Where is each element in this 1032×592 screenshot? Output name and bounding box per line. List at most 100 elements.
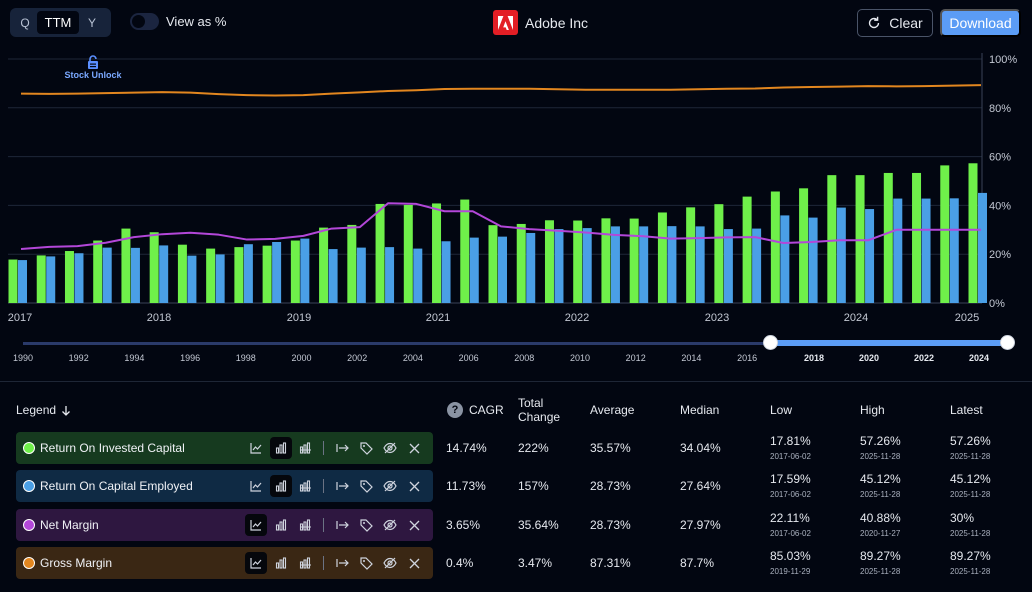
bar-return-on-capital-employed: [328, 249, 338, 303]
stacked-bar-icon[interactable]: [294, 437, 316, 459]
latest-value: 89.27%: [950, 549, 991, 563]
timeline-range-slider[interactable]: 1990 1992 1994 1996 1998 2000 2002 2004 2006 2008…: [0, 326, 1032, 382]
legend-chip[interactable]: Gross Margin: [16, 547, 433, 579]
close-icon[interactable]: [403, 514, 425, 536]
bar-return-on-invested-capital: [64, 251, 74, 303]
high-cell: 89.27% 2025-11-28: [860, 549, 901, 576]
chart-grid: [8, 53, 983, 304]
line-chart-icon[interactable]: [245, 514, 267, 536]
latest-value: 30%: [950, 511, 975, 525]
bar-return-on-invested-capital: [347, 224, 357, 303]
toolbar-divider: [323, 556, 324, 570]
low-value: 85.03%: [770, 549, 811, 563]
legend-chip[interactable]: Return On Capital Employed: [16, 470, 433, 502]
bar-return-on-invested-capital: [883, 172, 893, 303]
hide-icon[interactable]: [379, 437, 401, 459]
hide-icon[interactable]: [379, 514, 401, 536]
bar-return-on-capital-employed: [921, 198, 931, 303]
fit-width-icon[interactable]: [331, 514, 353, 536]
median-value: 34.04%: [680, 441, 721, 455]
x-tick-label: 2021: [426, 312, 450, 324]
series-name: Return On Invested Capital: [40, 441, 185, 455]
tag-icon[interactable]: [355, 514, 377, 536]
bar-return-on-invested-capital: [770, 191, 780, 303]
bar-return-on-capital-employed: [272, 242, 282, 303]
period-q-button[interactable]: Q: [20, 15, 30, 30]
high-cell: 45.12% 2025-11-28: [860, 472, 901, 499]
period-ttm-button[interactable]: TTM: [37, 11, 79, 34]
fit-width-icon[interactable]: [331, 552, 353, 574]
table-row: Net Margin 3.65% 35.64% 28.73% 27.97% 22.11% 2…: [0, 509, 1032, 541]
latest-date: 2025-11-28: [950, 452, 991, 461]
bar-return-on-capital-employed: [723, 229, 733, 303]
timeline-selected-range[interactable]: [771, 340, 1008, 346]
close-icon[interactable]: [403, 552, 425, 574]
timeline-start-handle[interactable]: [763, 335, 778, 350]
stacked-bar-icon[interactable]: [294, 552, 316, 574]
bar-return-on-invested-capital: [799, 188, 809, 303]
low-date: 2019-11-29: [770, 567, 811, 576]
low-cell: 17.59% 2017-06-02: [770, 472, 811, 499]
low-cell: 22.11% 2017-06-02: [770, 511, 811, 538]
series-name: Net Margin: [40, 518, 99, 532]
download-button[interactable]: Download: [940, 9, 1021, 37]
fit-width-icon[interactable]: [331, 475, 353, 497]
stacked-bar-icon[interactable]: [294, 475, 316, 497]
total-change-value: 3.47%: [518, 556, 553, 570]
line-chart-icon[interactable]: [245, 475, 267, 497]
bar-return-on-capital-employed: [102, 247, 112, 303]
bar-return-on-capital-employed: [74, 253, 84, 303]
bar-return-on-capital-employed: [780, 215, 790, 303]
close-icon[interactable]: [403, 475, 425, 497]
legend-chip[interactable]: Net Margin: [16, 509, 433, 541]
line-chart-icon[interactable]: [245, 552, 267, 574]
bar-chart-icon[interactable]: [270, 552, 292, 574]
hide-icon[interactable]: [379, 552, 401, 574]
timeline-year-label: 2018: [803, 353, 825, 363]
view-as-percent-switch[interactable]: [130, 13, 159, 30]
tag-icon[interactable]: [355, 437, 377, 459]
series-name: Return On Capital Employed: [40, 479, 193, 493]
stock-unlock-watermark: Stock Unlock: [57, 55, 129, 80]
high-cell: 40.88% 2020-11-27: [860, 511, 901, 538]
x-axis-ticks: 2017 2018 2019 2021 2022 2023 2024 2025: [8, 312, 979, 324]
toolbar-divider: [323, 441, 324, 455]
help-icon[interactable]: ?: [447, 402, 463, 418]
tag-icon[interactable]: [355, 552, 377, 574]
series-color-dot: [23, 442, 35, 454]
hide-icon[interactable]: [379, 475, 401, 497]
legend-chip[interactable]: Return On Invested Capital: [16, 432, 433, 464]
bar-chart-icon[interactable]: [270, 514, 292, 536]
timeline-year-label: 2006: [458, 353, 479, 363]
cagr-value: 14.74%: [446, 441, 487, 455]
chart-bars: [8, 163, 987, 303]
timeline-year-label: 2000: [291, 353, 312, 363]
timeline-end-handle[interactable]: [1000, 335, 1015, 350]
latest-cell: 45.12% 2025-11-28: [950, 472, 991, 499]
line-chart-icon[interactable]: [245, 437, 267, 459]
bar-return-on-invested-capital: [234, 247, 244, 303]
tag-icon[interactable]: [355, 475, 377, 497]
bar-return-on-invested-capital: [912, 172, 922, 303]
high-date: 2020-11-27: [860, 529, 901, 538]
stacked-bar-icon[interactable]: [294, 514, 316, 536]
close-icon[interactable]: [403, 437, 425, 459]
timeline-year-label: 2024: [968, 353, 990, 363]
y-tick-label: 20%: [989, 249, 1011, 261]
view-as-percent-toggle[interactable]: View as %: [130, 13, 226, 30]
bar-chart-icon[interactable]: [270, 475, 292, 497]
bar-return-on-invested-capital: [742, 196, 752, 303]
bar-return-on-invested-capital: [855, 175, 865, 303]
timeline-year-label: 1990: [12, 353, 34, 363]
low-date: 2017-06-02: [770, 529, 811, 538]
legend-sort-button[interactable]: Legend: [16, 403, 71, 417]
bar-return-on-invested-capital: [516, 223, 526, 303]
period-y-button[interactable]: Y: [87, 15, 96, 30]
fit-width-icon[interactable]: [331, 437, 353, 459]
latest-cell: 57.26% 2025-11-28: [950, 434, 991, 461]
timeline-track[interactable]: [23, 342, 1009, 345]
high-value: 89.27%: [860, 549, 901, 563]
bar-chart-icon[interactable]: [270, 437, 292, 459]
bar-return-on-capital-employed: [356, 247, 366, 303]
clear-button[interactable]: Clear: [857, 9, 933, 37]
